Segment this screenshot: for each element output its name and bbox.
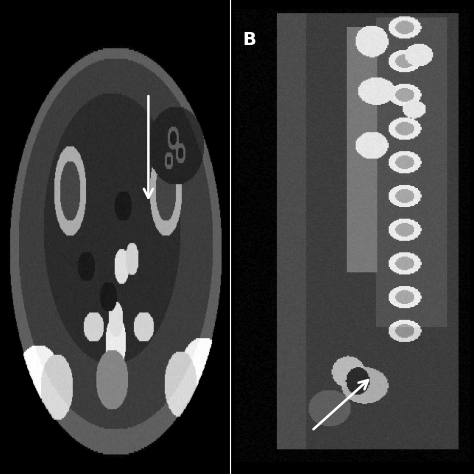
Text: B: B <box>243 31 256 49</box>
